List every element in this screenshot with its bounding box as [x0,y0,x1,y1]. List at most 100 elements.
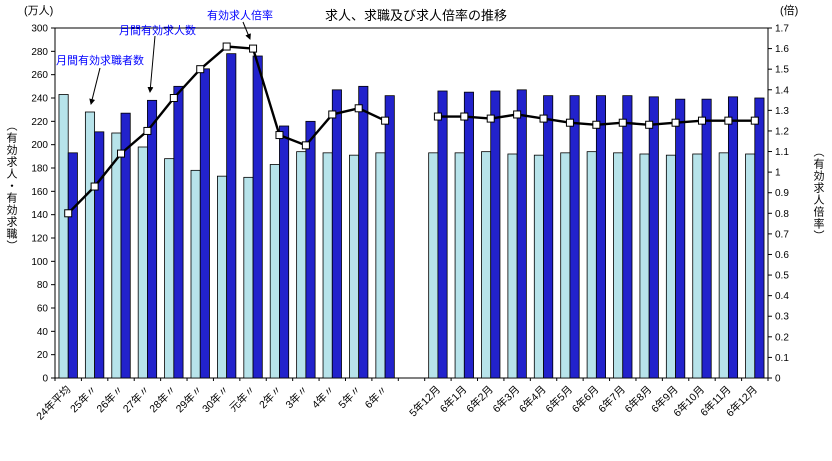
bar-seekers [58,94,69,379]
bar-openings [701,98,712,379]
x-axis-category-label: 25年〃 [67,383,99,415]
bar-openings [569,95,580,379]
bar-openings [147,99,158,379]
x-axis-category-label: 24年平均 [34,383,74,423]
annotation-arrow-ratio [242,21,251,40]
annotation-openings-label: 月間有効求人数 [119,25,196,37]
bar-seekers [481,151,492,379]
x-axis-category-label: 6年8月 [622,383,654,415]
bar-seekers [454,152,465,379]
bar-openings [67,152,78,379]
ratio-line-marker [697,116,706,125]
bar-openings [252,55,263,379]
bar-openings [120,112,131,379]
right-axis-tick-label: 0.1 [775,353,789,364]
left-axis-tick-label: 40 [37,327,49,338]
x-axis-category-label: 6年3月 [490,383,522,415]
ratio-line-marker [354,104,363,113]
right-axis-title: （有効求人倍率） [812,146,824,242]
x-axis-category-label: 5年〃 [336,383,364,411]
bar-seekers [190,169,201,379]
bar-seekers [613,152,624,379]
left-axis-tick-label: 240 [31,94,48,105]
left-axis-tick-label: 120 [31,234,48,245]
ratio-line-marker [275,131,284,140]
bar-openings [226,53,237,379]
right-axis-tick-label: 0 [775,374,781,385]
bar-openings [437,90,448,379]
bar-openings [358,85,369,379]
right-axis-tick-label: 1.7 [775,24,789,35]
x-axis-category-label: 6年4月 [516,383,548,415]
bar-seekers [111,132,122,379]
bar-seekers [560,152,571,379]
right-axis-tick-label: 0.3 [775,312,789,323]
left-axis-tick-label: 100 [31,257,48,268]
ratio-line-marker [328,110,337,119]
bar-openings [279,125,290,379]
ratio-line-marker [222,42,231,51]
x-axis-category-label: 3年〃 [283,383,311,411]
bar-seekers [718,152,729,379]
left-axis-tick-label: 0 [42,374,48,385]
right-axis-tick-label: 0.9 [775,188,789,199]
ratio-line-marker [565,118,574,127]
bar-seekers [349,154,360,379]
x-axis-category-label: 5年12月 [407,383,443,419]
ratio-line-marker [486,114,495,123]
left-axis-tick-label: 300 [31,24,48,35]
bar-seekers [692,153,703,379]
x-axis-category-label: 6年5月 [543,383,575,415]
x-axis-category-label: 29年〃 [173,383,205,415]
plot-area [54,27,769,379]
bar-seekers [217,175,228,379]
x-axis-category-label: 2年〃 [256,383,284,411]
right-axis-tick-label: 0.6 [775,250,789,261]
right-axis-unit: (倍) [780,5,799,17]
bar-seekers [428,152,439,379]
bar-seekers [375,152,386,379]
left-axis-unit: (万人) [24,5,54,17]
ratio-line-marker [117,149,126,158]
bar-openings [199,68,210,379]
ratio-line-marker [460,112,469,121]
x-axis-category-label: 30年〃 [199,383,231,415]
x-axis-category-label: 27年〃 [120,383,152,415]
x-axis-category-label: 元年〃 [227,383,258,414]
left-axis-tick-label: 160 [31,187,48,198]
bar-openings [331,89,342,379]
bar-seekers [665,154,676,379]
ratio-line-marker [196,65,205,74]
ratio-line-marker [381,116,390,125]
ratio-line-marker [143,126,152,135]
ratio-line-marker [64,209,73,218]
ratio-line-marker [750,116,759,125]
left-axis-tick-label: 60 [37,304,49,315]
ratio-line-marker [539,114,548,123]
bar-seekers [84,111,96,379]
left-axis-tick-label: 220 [31,117,48,128]
bar-seekers [507,153,518,379]
left-axis-title: （有効求人・有効求職） [5,120,17,252]
ratio-line-marker [671,118,680,127]
ratio-line-marker [592,120,601,129]
right-axis-tick-label: 1.5 [775,65,789,76]
chart-title: 求人、求職及び求人倍率の推移 [324,8,507,23]
x-axis-category-label: 6年7月 [596,383,628,415]
left-axis-tick-label: 280 [31,47,48,58]
bar-openings [675,98,686,379]
x-axis-category-label: 28年〃 [147,383,179,415]
bar-openings [384,95,395,379]
x-axis-category-label: 6年〃 [362,383,390,411]
x-axis-category-label: 6年2月 [464,383,496,415]
bar-seekers [322,152,333,379]
ratio-line-marker [301,141,310,150]
left-axis-tick-label: 80 [37,280,49,291]
annotation-arrow-openings [147,35,156,93]
right-axis-tick-label: 0.2 [775,332,789,343]
bar-openings [516,89,527,379]
bar-openings [94,131,105,379]
ratio-line-marker [169,94,178,102]
bar-openings [648,96,659,379]
